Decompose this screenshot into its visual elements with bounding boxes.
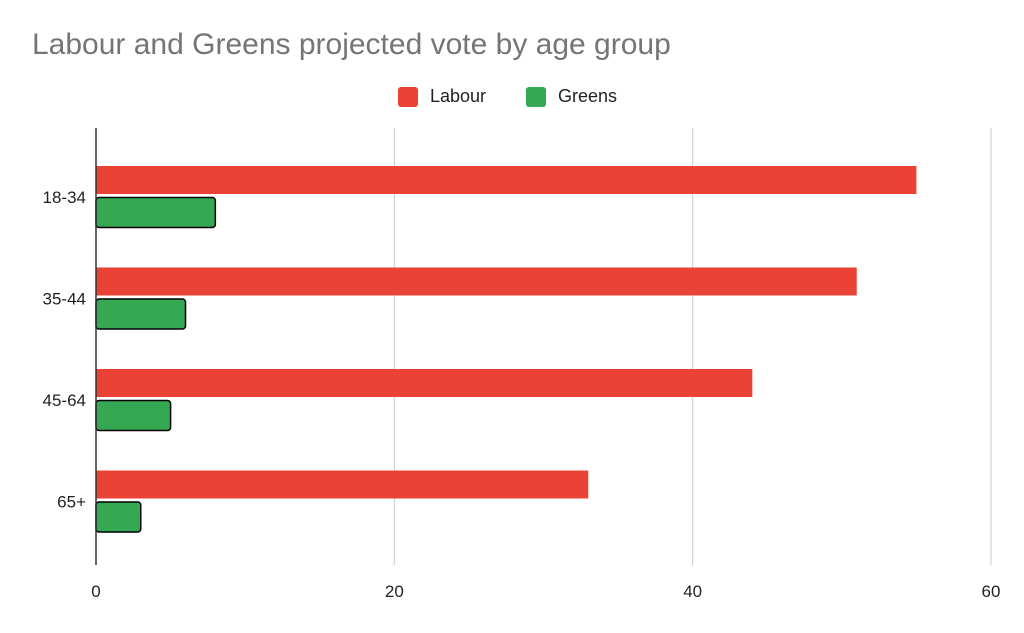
legend-item-labour: Labour (398, 86, 486, 107)
y-tick-label: 65+ (57, 493, 86, 512)
bar-labour (96, 369, 753, 397)
legend-label-greens: Greens (558, 86, 618, 106)
chart-title: Labour and Greens projected vote by age … (32, 28, 671, 61)
bar-greens (95, 298, 187, 330)
x-tick-label: 0 (91, 582, 100, 601)
y-tick-label: 35-44 (43, 290, 86, 309)
x-tick-label: 60 (982, 582, 1001, 601)
x-tick-label: 40 (683, 582, 702, 601)
legend-label-labour: Labour (430, 86, 487, 106)
legend-swatch-greens (526, 86, 546, 107)
bar-greens (95, 399, 172, 432)
bar-greens (95, 501, 142, 533)
y-tick-label: 45-64 (43, 391, 86, 410)
legend-item-greens: Greens (526, 86, 617, 107)
bar-labour (96, 166, 917, 194)
legend-swatch-labour (398, 86, 418, 107)
y-tick-label: 18-34 (43, 188, 86, 207)
x-tick-label: 20 (385, 582, 404, 601)
bar-labour (96, 267, 857, 296)
bar-greens (95, 196, 217, 229)
bar-labour (96, 470, 589, 499)
